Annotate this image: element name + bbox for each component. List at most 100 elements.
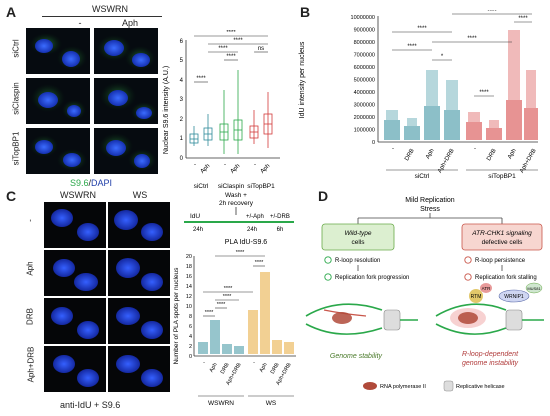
sig-label: **** bbox=[255, 260, 264, 266]
panel-b-groups: siCtrl siTopBP1 bbox=[386, 169, 538, 180]
panel-c-row-3: DRB bbox=[25, 308, 35, 325]
ytick: 3000000 bbox=[354, 103, 375, 109]
group-label: siTopBP1 bbox=[247, 183, 275, 190]
rnap-icon bbox=[332, 312, 352, 324]
scatter-sitopbp1-aphdrb bbox=[524, 70, 538, 140]
mus81-icon bbox=[525, 282, 543, 294]
panel-b-letter: B bbox=[300, 4, 311, 20]
panel-a-letter: A bbox=[6, 4, 17, 20]
d-wrnip1: WRNIP1 bbox=[504, 294, 524, 300]
sig-label: **** bbox=[518, 16, 528, 22]
check-icon bbox=[324, 273, 332, 281]
panel-c-yticks: 0 2 4 6 8 10 12 14 16 18 20 bbox=[186, 254, 192, 360]
micrograph-c-7 bbox=[44, 346, 106, 392]
ytick: 6000000 bbox=[354, 65, 375, 71]
panel-b-chart: IdU intensity per nucleus 0 1000000 2000… bbox=[299, 10, 538, 180]
panel-c-dots bbox=[198, 272, 294, 354]
panel-a-row-1: siCtrl bbox=[11, 39, 21, 58]
micrograph-c-6 bbox=[108, 298, 170, 344]
dots-ws-aph bbox=[260, 272, 270, 354]
ytick: 14 bbox=[186, 284, 192, 290]
xtick: DRB bbox=[486, 148, 498, 162]
sig-label: ns bbox=[258, 46, 264, 52]
s96-label: S9.6 bbox=[70, 178, 89, 188]
panel-a-col-1: - bbox=[78, 18, 82, 28]
ytick: 0 bbox=[189, 354, 192, 360]
d-wt-box bbox=[321, 223, 395, 251]
xtick: DRB bbox=[404, 148, 416, 162]
group-label: siCtrl bbox=[194, 183, 209, 190]
ytick: 2 bbox=[189, 344, 192, 350]
sig-label: **** bbox=[236, 250, 245, 256]
panel-a-col-2: Aph bbox=[121, 18, 138, 28]
panel-a-ytick: 4 bbox=[180, 78, 184, 84]
panel-a-yticks: 0 1 2 3 4 5 6 bbox=[180, 39, 184, 162]
atr-icon bbox=[480, 283, 492, 293]
scheme-t1: 24h bbox=[193, 227, 203, 233]
panel-a-ytick: 1 bbox=[180, 136, 184, 142]
xtick: DRB bbox=[220, 362, 231, 375]
xtick: - bbox=[253, 360, 255, 366]
scatter-sictrl-aphdrb bbox=[444, 80, 460, 140]
d-right-outcome-1: R-loop-dependent bbox=[462, 351, 519, 358]
sig-label: **** bbox=[233, 38, 243, 44]
group-label: siTopBP1 bbox=[488, 173, 516, 180]
sig-label: **** bbox=[196, 76, 206, 82]
panel-c-groups: WSWRN WS bbox=[198, 395, 294, 407]
d-wt-label-1: Wild-type bbox=[344, 230, 371, 237]
panel-c-row-4: Aph+DRB bbox=[26, 346, 36, 383]
sig-label: **** bbox=[417, 26, 427, 32]
panel-c-row-1: - bbox=[25, 219, 35, 222]
sig-label: **** bbox=[217, 302, 226, 308]
panel-c-scheme: Wash + 2h recovery IdU +/-Aph +/-DRB 24h… bbox=[184, 192, 294, 233]
d-top: Mild Replication bbox=[405, 197, 455, 204]
ytick: 1000000 bbox=[354, 128, 375, 134]
d-right-item-2: Replication fork stalling bbox=[475, 275, 537, 281]
ytick: 10 bbox=[186, 304, 192, 310]
panel-c-ylabel: Number of PLA spots per nucleus bbox=[173, 267, 180, 365]
xtick: - bbox=[392, 146, 394, 152]
scheme-idu: IdU bbox=[190, 213, 200, 220]
panel-c-micrographs bbox=[44, 202, 170, 392]
xtick: - bbox=[474, 146, 476, 152]
helicase-icon bbox=[505, 309, 523, 331]
panel-a-row-3: siTopBP1 bbox=[11, 131, 21, 166]
group-label: WSWRN bbox=[208, 400, 234, 407]
micrograph-c-4 bbox=[108, 250, 170, 296]
ytick: 2000000 bbox=[354, 115, 375, 121]
panel-c-col-2: WS bbox=[132, 190, 148, 200]
xtick: Aph bbox=[260, 163, 272, 175]
sig-label: **** bbox=[487, 10, 497, 15]
sig-label: **** bbox=[226, 54, 236, 60]
panel-b-yticks: 0 1000000 2000000 3000000 4000000 500000… bbox=[351, 15, 375, 146]
micrograph-a-6 bbox=[94, 128, 158, 174]
sig-label: **** bbox=[223, 294, 232, 300]
d-left-outcome: Genome stability bbox=[330, 353, 383, 360]
d-mut-label-1: ATR-CHK1 signaling bbox=[471, 230, 532, 237]
d-rtm: RTM bbox=[471, 294, 482, 300]
dots-wswrn-aphdrb bbox=[234, 346, 244, 354]
panel-a-header-line bbox=[42, 16, 162, 17]
panel-a-row-2: siClaspin bbox=[11, 82, 21, 115]
xtick: Aph bbox=[425, 148, 436, 160]
panel-a-stain-label: S9.6/DAPI bbox=[70, 178, 112, 188]
ytick: 5000000 bbox=[354, 78, 375, 84]
scatter-sitopbp1-aph bbox=[506, 30, 522, 140]
panel-b-scatter bbox=[384, 30, 538, 140]
rtm-icon bbox=[469, 289, 483, 303]
stain-separator: / bbox=[88, 178, 92, 188]
micrograph-c-8 bbox=[108, 346, 170, 392]
group-label: siCtrl bbox=[415, 173, 430, 180]
legend-rnap-icon bbox=[363, 382, 377, 390]
micrograph-a-3 bbox=[26, 78, 90, 124]
panel-a-xticks: - Aph - Aph - Aph bbox=[194, 162, 271, 175]
dots-ws-drb bbox=[272, 340, 282, 354]
micrograph-c-1 bbox=[44, 202, 106, 248]
ytick: 9000000 bbox=[354, 28, 375, 34]
panel-a-ytick: 2 bbox=[180, 117, 184, 123]
panel-a-header: WSWRN bbox=[92, 4, 128, 14]
check-icon bbox=[324, 256, 332, 264]
d-left-fork bbox=[305, 303, 418, 335]
d-mut-box bbox=[461, 223, 543, 251]
xtick: Aph bbox=[507, 148, 518, 160]
